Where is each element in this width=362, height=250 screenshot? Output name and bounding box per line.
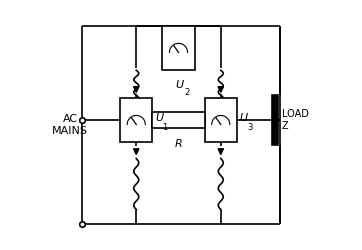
Text: R: R	[174, 139, 182, 149]
FancyBboxPatch shape	[120, 98, 152, 142]
Text: AC
MAINS: AC MAINS	[52, 114, 88, 136]
FancyBboxPatch shape	[162, 26, 195, 70]
Text: U: U	[176, 80, 184, 90]
Text: 1: 1	[162, 123, 168, 132]
FancyBboxPatch shape	[205, 98, 237, 142]
FancyBboxPatch shape	[272, 95, 278, 145]
Text: LOAD
Z: LOAD Z	[282, 109, 308, 131]
Text: U: U	[155, 112, 163, 122]
FancyBboxPatch shape	[152, 112, 205, 128]
Text: U: U	[239, 112, 248, 122]
Text: 2: 2	[185, 88, 190, 97]
Text: 3: 3	[247, 123, 252, 132]
